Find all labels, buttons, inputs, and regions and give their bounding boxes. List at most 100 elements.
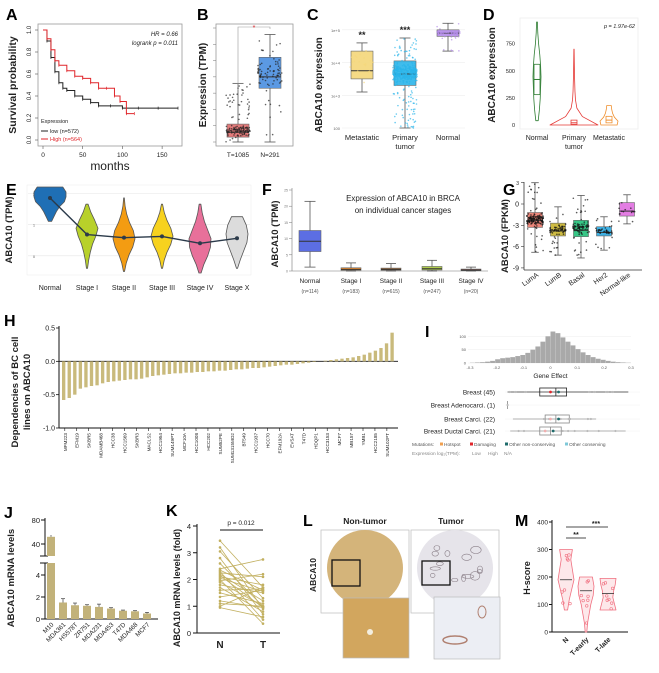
data-point bbox=[581, 233, 583, 235]
data-point bbox=[267, 99, 270, 102]
data-point-t bbox=[261, 588, 265, 592]
data-point bbox=[551, 228, 554, 231]
histogram-bar bbox=[605, 360, 611, 363]
y-tick-label: 250 bbox=[506, 96, 515, 102]
data-point bbox=[415, 48, 417, 51]
data-point bbox=[410, 100, 412, 103]
data-point bbox=[402, 99, 405, 102]
data-point bbox=[555, 246, 558, 249]
data-point bbox=[610, 225, 613, 227]
x-tick-label: Basal bbox=[568, 272, 587, 288]
data-point bbox=[564, 223, 567, 225]
data-point bbox=[527, 191, 530, 194]
data-point bbox=[234, 129, 237, 131]
y-tick-label: 200 bbox=[537, 575, 548, 582]
data-point bbox=[595, 219, 598, 222]
data-point bbox=[415, 103, 418, 105]
data-point bbox=[226, 104, 228, 106]
data-point bbox=[269, 116, 271, 118]
data-point bbox=[272, 50, 274, 53]
data-point bbox=[355, 56, 358, 58]
data-point bbox=[539, 222, 542, 225]
data-point bbox=[605, 598, 609, 602]
data-point bbox=[397, 75, 399, 77]
data-point bbox=[508, 390, 511, 394]
data-point bbox=[608, 225, 611, 228]
data-point bbox=[392, 66, 394, 69]
p-value: p = 0.012 bbox=[227, 520, 255, 527]
data-point bbox=[240, 128, 242, 130]
data-point bbox=[586, 198, 589, 201]
data-point bbox=[585, 604, 589, 608]
data-point bbox=[407, 126, 409, 128]
data-point bbox=[407, 119, 410, 122]
data-point bbox=[522, 429, 526, 433]
data-point bbox=[534, 226, 537, 229]
data-point bbox=[248, 126, 251, 129]
data-point bbox=[228, 130, 230, 132]
data-point bbox=[562, 227, 564, 229]
data-point bbox=[241, 94, 243, 96]
data-point bbox=[241, 133, 244, 136]
data-point bbox=[396, 80, 399, 82]
data-point bbox=[506, 403, 509, 407]
data-point bbox=[406, 71, 409, 74]
bar bbox=[178, 361, 183, 374]
data-point bbox=[633, 210, 636, 213]
bar bbox=[143, 613, 151, 619]
data-point bbox=[550, 250, 553, 253]
x-tick-label: EFM19 bbox=[75, 433, 80, 448]
data-point bbox=[531, 197, 534, 200]
data-point bbox=[229, 139, 231, 141]
data-point bbox=[415, 98, 418, 101]
data-point bbox=[225, 125, 228, 128]
data-point-t bbox=[261, 618, 265, 621]
data-point bbox=[233, 134, 235, 136]
x-tick-label: SUM102PT bbox=[385, 433, 390, 457]
data-point bbox=[231, 116, 233, 119]
data-point bbox=[536, 191, 538, 194]
y-axis-label: Dependencies of BC cell bbox=[10, 337, 21, 448]
y-tick-label: 0.5 bbox=[45, 326, 55, 333]
data-point bbox=[557, 230, 560, 232]
data-point bbox=[610, 601, 614, 605]
data-point bbox=[241, 89, 243, 91]
data-point bbox=[632, 210, 635, 213]
data-point bbox=[392, 71, 395, 74]
data-point bbox=[542, 221, 544, 224]
data-point bbox=[242, 126, 244, 129]
data-point bbox=[610, 230, 613, 232]
legend-swatch bbox=[565, 442, 568, 446]
data-point bbox=[412, 110, 415, 113]
data-point bbox=[414, 64, 416, 67]
data-point bbox=[535, 218, 537, 221]
data-point bbox=[529, 217, 532, 220]
data-point bbox=[399, 70, 401, 73]
data-point bbox=[567, 429, 570, 433]
panel-label: I bbox=[425, 324, 429, 341]
data-point bbox=[401, 114, 404, 117]
bar bbox=[162, 361, 166, 375]
y-tick-label: 10 bbox=[284, 237, 288, 241]
x-tick-label: SUM149PT bbox=[170, 433, 175, 457]
y-tick-label: 0 bbox=[286, 270, 288, 274]
bar bbox=[89, 361, 94, 386]
data-point bbox=[533, 217, 536, 220]
data-point bbox=[411, 44, 413, 46]
data-point bbox=[586, 228, 588, 231]
data-point bbox=[413, 69, 416, 72]
y-axis-label: Survival probability bbox=[7, 36, 19, 134]
data-point bbox=[240, 100, 243, 103]
x-tick-label: HCC1937 bbox=[254, 433, 259, 454]
y-tick-label: 40 bbox=[32, 540, 40, 549]
data-point bbox=[410, 108, 413, 111]
data-point bbox=[584, 210, 586, 213]
data-point bbox=[410, 78, 412, 80]
data-point bbox=[582, 227, 584, 230]
data-point bbox=[364, 63, 367, 65]
data-point bbox=[402, 81, 405, 84]
histogram-bar bbox=[515, 356, 521, 363]
data-point bbox=[573, 429, 576, 433]
data-point bbox=[403, 76, 406, 78]
panel-label: L bbox=[303, 513, 313, 530]
